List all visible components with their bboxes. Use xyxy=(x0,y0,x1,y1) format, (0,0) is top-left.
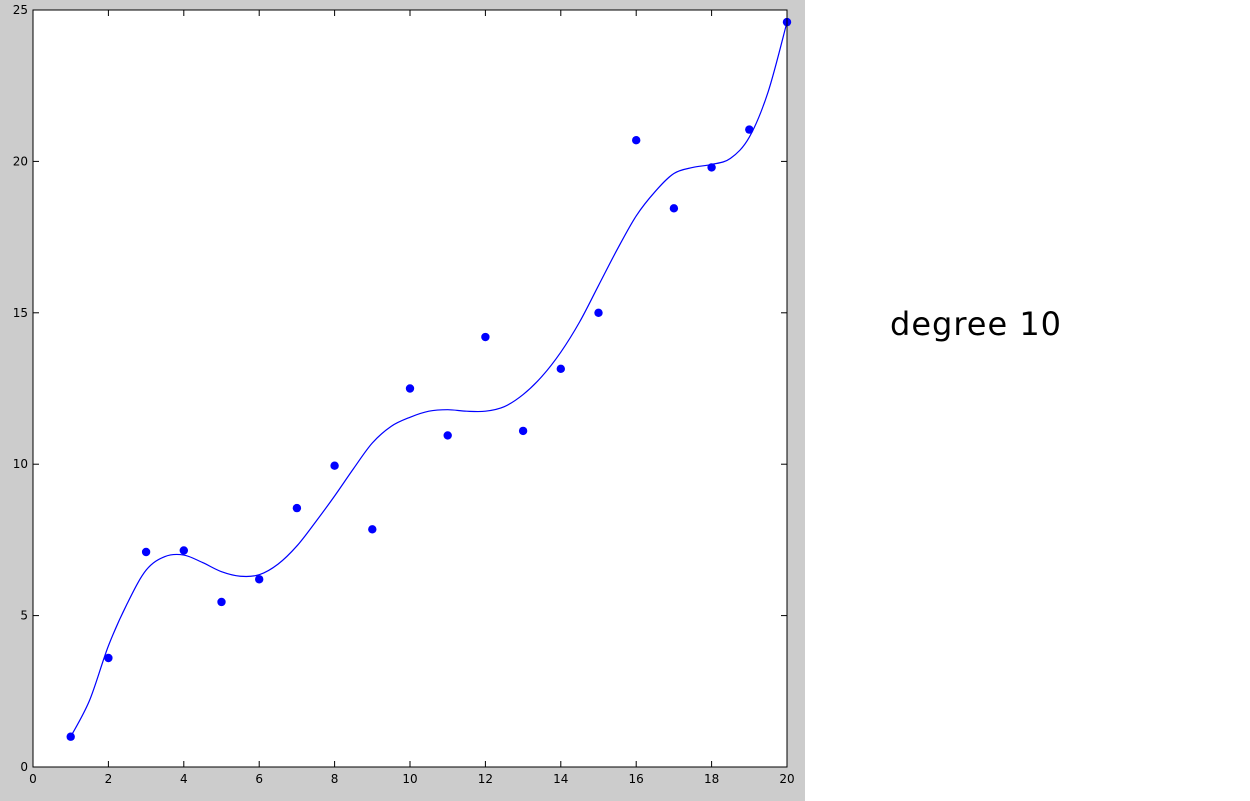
scatter-plot: 0 2 4 6 8 10 12 14 16 18 20 0 5 10 15 20 25 xyxy=(13,3,795,786)
x-tick-label: 16 xyxy=(629,772,644,786)
data-point xyxy=(594,308,603,317)
data-point xyxy=(405,384,415,393)
data-point xyxy=(104,653,113,663)
data-point xyxy=(632,136,641,145)
x-tick-label: 8 xyxy=(331,772,339,786)
data-point xyxy=(745,125,754,134)
data-point xyxy=(255,575,264,584)
data-point xyxy=(141,547,151,557)
x-tick-label: 6 xyxy=(255,772,263,786)
data-point xyxy=(707,163,716,172)
x-tick-label: 14 xyxy=(553,772,568,786)
data-point xyxy=(292,503,302,513)
y-tick-label: 10 xyxy=(13,457,28,471)
data-point xyxy=(669,204,679,213)
data-point xyxy=(368,525,377,534)
y-tick-label: 5 xyxy=(20,609,28,623)
x-tick-label: 20 xyxy=(779,772,794,786)
fit-curve xyxy=(70,21,788,737)
x-tick-label: 4 xyxy=(180,772,188,786)
axes-frame xyxy=(32,9,788,768)
y-tick-label: 20 xyxy=(13,154,28,168)
x-tick-label: 18 xyxy=(704,772,719,786)
y-tick-label: 15 xyxy=(13,306,28,320)
data-point xyxy=(443,431,452,440)
y-tick-label: 25 xyxy=(13,3,28,17)
data-point xyxy=(556,364,565,374)
x-tick-label: 0 xyxy=(29,772,37,786)
data-point xyxy=(66,732,75,741)
y-tick-label: 0 xyxy=(20,760,28,774)
data-point xyxy=(481,332,490,342)
x-tick-label: 2 xyxy=(105,772,113,786)
data-point xyxy=(179,546,188,555)
degree-label: degree 10 xyxy=(890,305,1063,343)
data-point xyxy=(518,426,528,436)
data-point xyxy=(217,597,226,607)
x-tick-label: 10 xyxy=(402,772,417,786)
data-point xyxy=(330,461,339,470)
x-tick-label: 12 xyxy=(478,772,493,786)
